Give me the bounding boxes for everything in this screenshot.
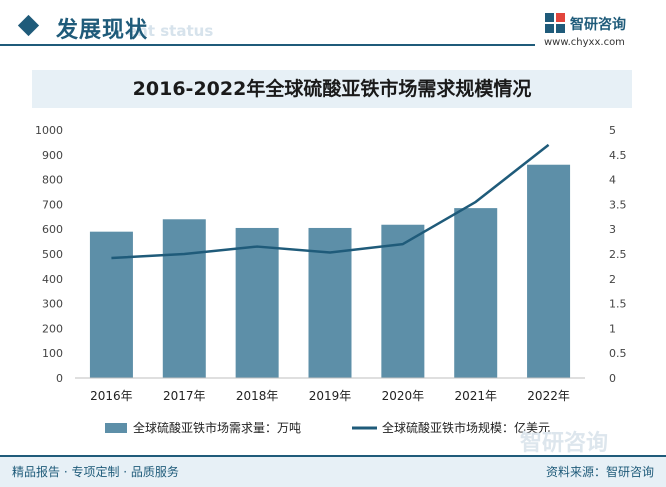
diamond-icon: [17, 14, 40, 37]
x-tick-label: 2021年: [454, 389, 497, 403]
y-left-tick-label: 700: [42, 198, 63, 211]
y-right-tick-label: 5: [609, 124, 616, 137]
legend-bar-label: 全球硫酸亚铁市场需求量：万吨: [133, 420, 301, 435]
x-tick-label: 2019年: [309, 389, 352, 403]
y-right-tick-label: 3: [609, 223, 616, 236]
y-right-tick-label: 4.5: [609, 149, 627, 162]
y-left-tick-label: 200: [42, 322, 63, 335]
footer-divider: [0, 455, 666, 457]
x-tick-label: 2016年: [90, 389, 133, 403]
bar: [235, 227, 279, 378]
y-left-tick-label: 0: [56, 372, 63, 385]
x-tick-label: 2018年: [236, 389, 279, 403]
bar: [381, 224, 425, 378]
y-left-tick-label: 800: [42, 174, 63, 187]
y-left-tick-label: 300: [42, 298, 63, 311]
y-right-tick-label: 2: [609, 273, 616, 286]
y-left-tick-label: 500: [42, 248, 63, 261]
bar: [162, 219, 206, 378]
chart-title-band: 2016-2022年全球硫酸亚铁市场需求规模情况: [32, 70, 632, 108]
footer-source: 资料来源：智研咨询: [545, 465, 654, 479]
y-right-tick-label: 1: [609, 322, 616, 335]
bar: [454, 208, 498, 378]
legend-line-label: 全球硫酸亚铁市场规模：亿美元: [382, 420, 550, 435]
section-title: 发展现状: [56, 18, 149, 43]
series-line: [111, 143, 550, 260]
y-right-tick-label: 2.5: [609, 248, 627, 261]
y-left-tick-label: 900: [42, 149, 63, 162]
legend-bar-swatch: [105, 423, 127, 433]
page-header: ent status 发展现状 智研咨询 www.chyxx.com: [0, 0, 666, 58]
chart-title: 2016-2022年全球硫酸亚铁市场需求规模情况: [132, 78, 532, 100]
brand: 智研咨询 www.chyxx.com: [544, 12, 654, 52]
y-left-tick-label: 600: [42, 223, 63, 236]
brand-logo-icon: [545, 13, 565, 33]
x-tick-label: 2017年: [163, 389, 206, 403]
x-tick-label: 2020年: [382, 389, 425, 403]
header-divider: [0, 44, 535, 46]
bar: [527, 164, 571, 378]
y-left-tick-label: 1000: [35, 124, 63, 137]
x-tick-label: 2022年: [527, 389, 570, 403]
section-subtitle: ent status: [127, 22, 214, 40]
y-right-tick-label: 0: [609, 372, 616, 385]
y-right-tick-label: 3.5: [609, 198, 627, 211]
brand-name: 智研咨询: [570, 17, 626, 33]
watermark-logo: 智研咨询: [520, 431, 609, 456]
y-left-tick-label: 100: [42, 347, 63, 360]
chart: 0 100 200 300 400 500 600 700 800 900 1000 0 0.5 1 1.5…: [35, 124, 627, 435]
brand-url: www.chyxx.com: [544, 37, 625, 48]
y-right-tick-label: 1.5: [609, 298, 627, 311]
y-right-tick-label: 0.5: [609, 347, 627, 360]
y-left-tick-label: 400: [42, 273, 63, 286]
y-right-tick-label: 4: [609, 174, 616, 187]
bar: [89, 231, 133, 378]
footer: 精品报告 · 专项定制 · 品质服务 资料来源：智研咨询: [0, 455, 666, 487]
footer-slogan: 精品报告 · 专项定制 · 品质服务: [12, 465, 179, 479]
